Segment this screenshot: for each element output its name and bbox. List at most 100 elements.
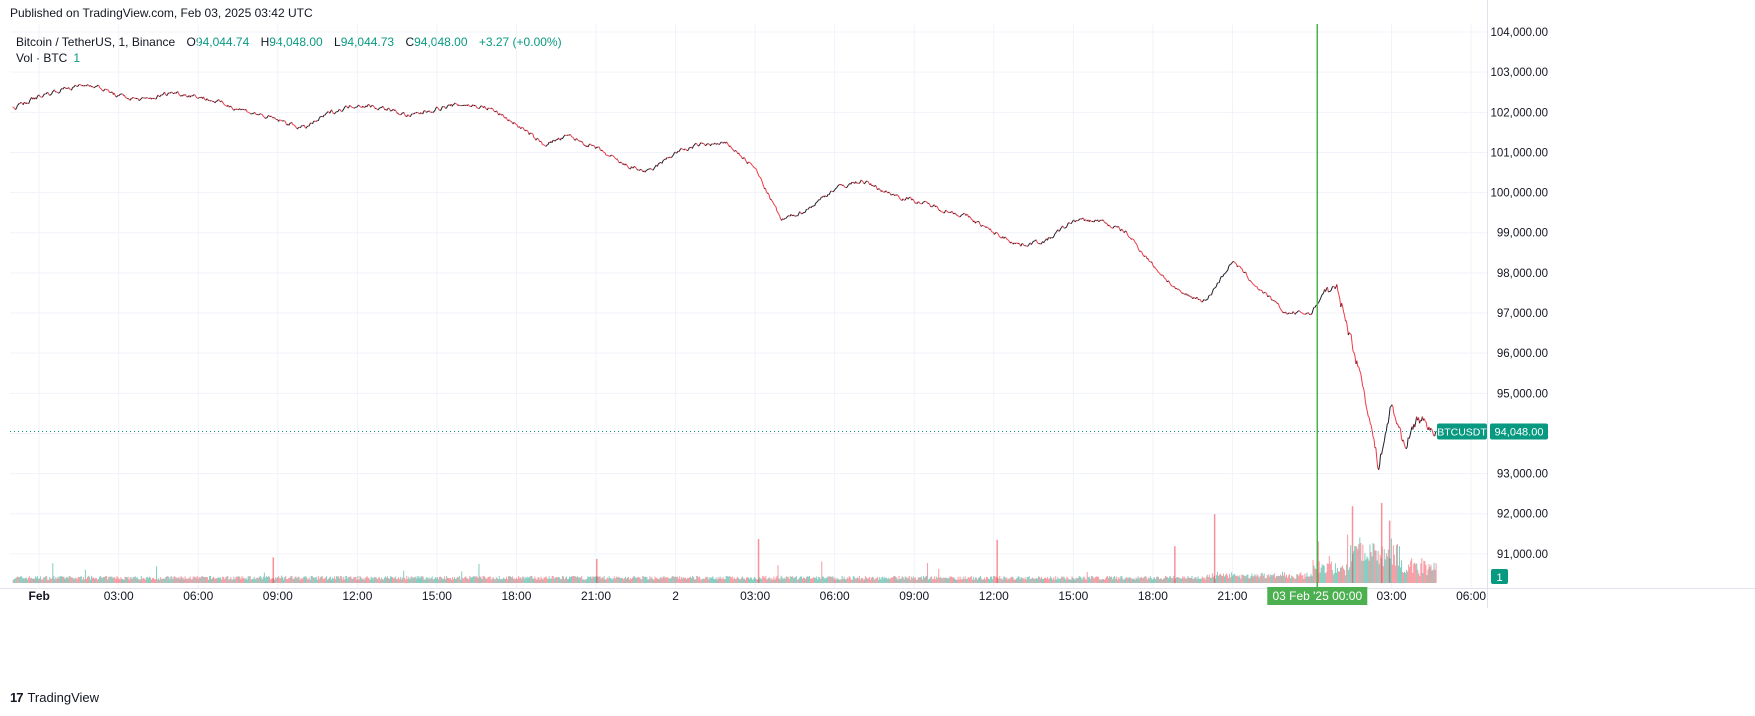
volume-bar xyxy=(359,575,361,583)
volume-bar xyxy=(780,575,782,583)
volume-bar xyxy=(966,578,968,583)
volume-bar xyxy=(838,579,840,583)
volume-bar xyxy=(654,576,656,583)
volume-bar xyxy=(195,577,197,583)
volume-bar xyxy=(356,579,358,583)
volume-bar xyxy=(1257,575,1259,583)
price-segment xyxy=(1179,289,1181,292)
price-segment xyxy=(744,157,746,161)
price-segment xyxy=(609,155,612,157)
price-segment xyxy=(1382,444,1384,450)
volume-bar xyxy=(1382,566,1384,583)
volume-bar xyxy=(382,579,384,583)
volume-bar xyxy=(1132,579,1134,583)
price-line xyxy=(12,83,1437,471)
symbol-title[interactable]: Bitcoin / TetherUS, 1, Binance xyxy=(16,35,176,49)
price-segment xyxy=(206,98,209,101)
price-segment xyxy=(1148,260,1151,263)
volume-bar xyxy=(1116,576,1118,583)
price-segment xyxy=(96,84,99,87)
volume-bar xyxy=(32,578,34,583)
volume-bar xyxy=(519,577,521,583)
price-segment xyxy=(1213,287,1215,290)
volume-bar xyxy=(771,578,773,583)
price-segment xyxy=(386,108,389,111)
price-segment xyxy=(1085,219,1087,221)
price-segment xyxy=(406,114,409,117)
volume-bar xyxy=(934,576,936,583)
volume-bar xyxy=(109,576,111,583)
volume-bar xyxy=(343,576,345,583)
volume-bar xyxy=(1406,569,1408,583)
volume-bar xyxy=(958,579,960,583)
volume-bar xyxy=(603,575,605,583)
price-segment xyxy=(241,108,243,111)
price-segment xyxy=(372,104,374,107)
price-segment xyxy=(1199,299,1202,302)
y-tick-label: 96,000.00 xyxy=(1497,348,1548,360)
volume-bar xyxy=(42,579,44,583)
volume-bar xyxy=(1076,577,1078,583)
price-segment xyxy=(1241,268,1244,272)
volume-bar xyxy=(836,578,838,583)
volume-bar xyxy=(159,579,161,583)
price-segment xyxy=(312,121,315,125)
volume-bar xyxy=(656,577,658,583)
volume-bar xyxy=(240,579,242,583)
volume-bar xyxy=(741,576,743,583)
volume-bar xyxy=(555,577,557,583)
price-segment xyxy=(1135,242,1138,245)
price-segment xyxy=(417,112,420,115)
price-segment xyxy=(1383,433,1386,441)
price-segment xyxy=(573,138,576,141)
volume-bar xyxy=(156,566,158,583)
volume-bar xyxy=(299,579,301,583)
price-segment xyxy=(371,104,373,107)
price-segment xyxy=(897,194,899,197)
volume-bar xyxy=(876,578,878,583)
volume-bar xyxy=(1080,577,1082,583)
volume-bar xyxy=(1263,573,1265,583)
volume-bar xyxy=(16,576,18,583)
volume-bar xyxy=(1391,564,1393,583)
volume-bar xyxy=(1083,576,1085,583)
volume-bar xyxy=(1410,560,1412,583)
price-segment xyxy=(337,109,340,112)
volume-label[interactable]: Vol · BTC xyxy=(16,51,68,65)
price-segment xyxy=(432,111,435,113)
price-segment xyxy=(682,148,685,151)
volume-bar xyxy=(509,576,511,583)
volume-bar xyxy=(605,579,607,583)
volume-bar xyxy=(1390,538,1392,583)
price-segment xyxy=(765,191,768,194)
x-tick-label: 03:00 xyxy=(104,589,134,603)
price-segment xyxy=(20,101,23,104)
volume-bar xyxy=(426,577,428,583)
volume-bar xyxy=(676,576,678,583)
x-tick-label: Feb xyxy=(28,589,49,603)
volume-bar xyxy=(928,579,930,583)
volume-bar xyxy=(174,576,176,583)
price-segment xyxy=(249,112,252,115)
volume-bar xyxy=(599,576,601,583)
volume-bar xyxy=(285,576,287,583)
volume-bar xyxy=(751,577,753,583)
footer-brand[interactable]: 17 TradingView xyxy=(10,690,99,705)
volume-bar xyxy=(352,578,354,583)
volume-bar xyxy=(1151,579,1153,583)
volume-bar xyxy=(1350,545,1352,583)
open-value: 94,044.74 xyxy=(195,35,250,49)
volume-bar xyxy=(685,579,687,583)
volume-bar xyxy=(1325,572,1327,583)
volume-bar xyxy=(1008,578,1010,583)
price-segment xyxy=(230,105,233,108)
volume-bar xyxy=(1222,575,1224,583)
price-segment xyxy=(1289,312,1291,314)
volume-bar xyxy=(871,577,873,583)
volume-bar xyxy=(429,579,431,583)
price-segment xyxy=(1279,307,1282,310)
price-segment xyxy=(502,114,504,116)
price-segment xyxy=(1006,238,1008,240)
price-segment xyxy=(25,102,28,105)
